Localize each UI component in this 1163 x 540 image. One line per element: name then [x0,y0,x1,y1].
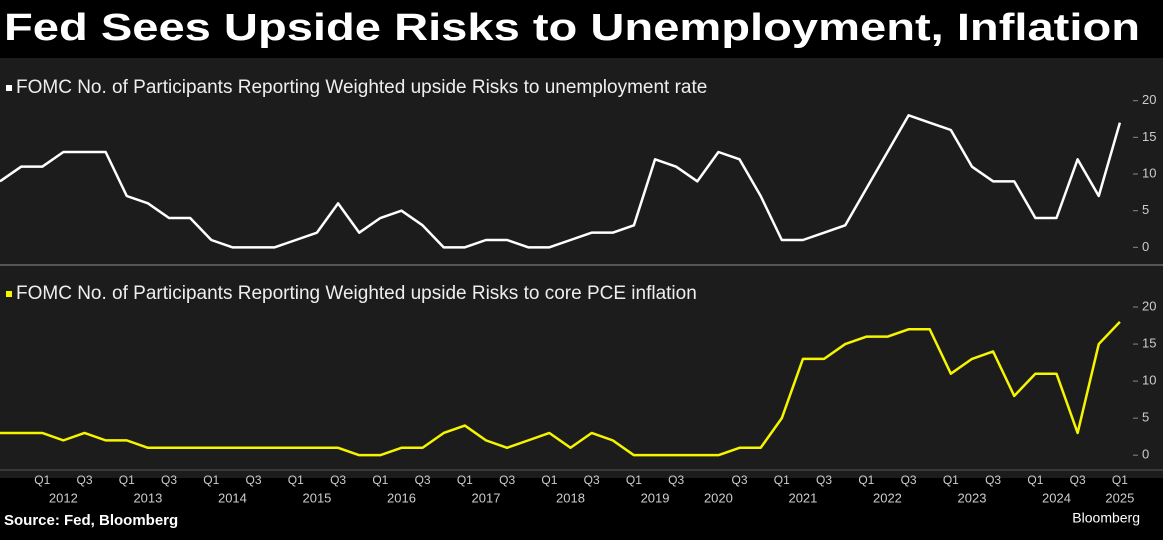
x-tick-label: Q1 [774,473,790,487]
x-tick-label: Q3 [985,473,1001,487]
x-year-label: 2020 [704,490,733,505]
x-tick-label: Q3 [330,473,346,487]
plot-background [0,58,1163,478]
x-tick-label: Q3 [246,473,262,487]
page-title: Fed Sees Upside Risks to Unemployment, I… [4,7,1140,49]
y-tick-label: 15 [1142,129,1156,144]
data-line [0,114,1122,249]
x-tick-label: Q3 [732,473,748,487]
x-tick-label: Q1 [626,473,642,487]
x-tick-label: Q1 [203,473,219,487]
x-year-label: 2012 [49,490,78,505]
x-tick-label: Q3 [1070,473,1086,487]
x-tick-label: Q3 [499,473,515,487]
x-year-label: 2018 [556,490,585,505]
x-tick-label: Q1 [858,473,874,487]
x-year-label: 2019 [641,490,670,505]
x-tick-label: Q1 [943,473,959,487]
y-tick-label: 10 [1142,373,1156,388]
x-tick-label: Q3 [816,473,832,487]
y-tick-label: 15 [1142,336,1156,351]
x-year-label: 2015 [302,490,331,505]
x-tick-label: Q1 [1027,473,1043,487]
x-tick-label: Q3 [415,473,431,487]
x-year-label: 2024 [1042,490,1071,505]
x-year-label: 2013 [133,490,162,505]
legend-swatch [6,291,12,297]
y-tick-label: 10 [1142,165,1156,180]
x-year-label: 2025 [1105,490,1134,505]
y-tick-label: 20 [1142,298,1156,313]
source: Source: Fed, Bloomberg [4,512,178,529]
x-tick-label: Q3 [77,473,93,487]
x-year-label: 2021 [788,490,817,505]
y-tick-label: 20 [1142,92,1156,107]
legend-label: FOMC No. of Participants Reporting Weigh… [16,283,697,304]
x-tick-label: Q1 [119,473,135,487]
x-tick-label: Q1 [1112,473,1128,487]
legend-swatch [6,85,12,91]
brand: Bloomberg [1072,510,1140,526]
x-year-label: 2023 [958,490,987,505]
y-tick-label: 5 [1142,410,1149,425]
x-year-label: 2016 [387,490,416,505]
x-tick-label: Q1 [457,473,473,487]
y-tick-label: 0 [1142,447,1149,462]
y-tick-label: 5 [1142,202,1149,217]
x-year-label: 2014 [218,490,247,505]
x-tick-label: Q1 [372,473,388,487]
x-year-label: 2017 [472,490,501,505]
y-tick-label: 0 [1142,239,1149,254]
legend-label: FOMC No. of Participants Reporting Weigh… [16,77,707,98]
x-year-label: 2022 [873,490,902,505]
x-tick-label: Q3 [161,473,177,487]
x-tick-label: Q1 [34,473,50,487]
x-tick-label: Q1 [541,473,557,487]
x-tick-label: Q3 [668,473,684,487]
data-line [0,320,1121,457]
x-tick-label: Q3 [584,473,600,487]
x-tick-label: Q3 [901,473,917,487]
x-tick-label: Q1 [288,473,304,487]
